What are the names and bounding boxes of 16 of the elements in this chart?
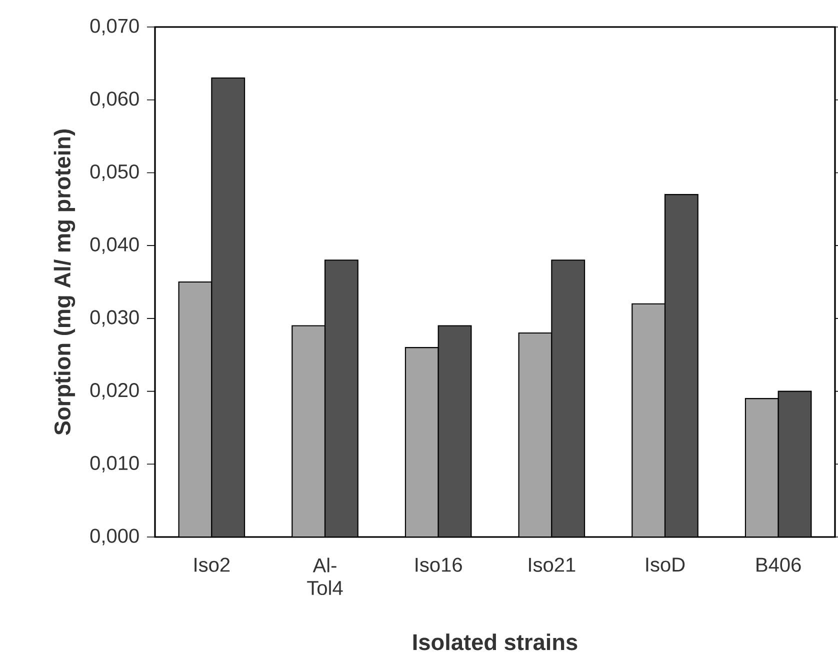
y-tick-label: 0,030 bbox=[90, 310, 139, 327]
x-tick-label: Al-Tol4 bbox=[307, 558, 343, 596]
x-axis-title: Isolated strains bbox=[413, 634, 578, 650]
y-axis-title: Sorption (mg Al/ mg protein) bbox=[54, 130, 76, 435]
y-tick-label: 0,060 bbox=[90, 92, 139, 108]
x-tick-label: Iso16 bbox=[416, 558, 462, 572]
x-tick-label: IsoD bbox=[646, 558, 685, 572]
x-tick-label: B406 bbox=[756, 558, 801, 572]
y-tick-label: 0,040 bbox=[90, 237, 139, 254]
y-tick-label: 0,000 bbox=[90, 528, 139, 546]
y-tick-label: 0,070 bbox=[90, 18, 139, 36]
y-tick-label: 0,020 bbox=[90, 383, 139, 400]
x-tick-label: Iso21 bbox=[529, 558, 576, 572]
x-tick-label: Iso2 bbox=[194, 558, 230, 572]
y-tick-label: 0,050 bbox=[90, 164, 139, 181]
y-tick-label: 0,010 bbox=[90, 456, 139, 472]
